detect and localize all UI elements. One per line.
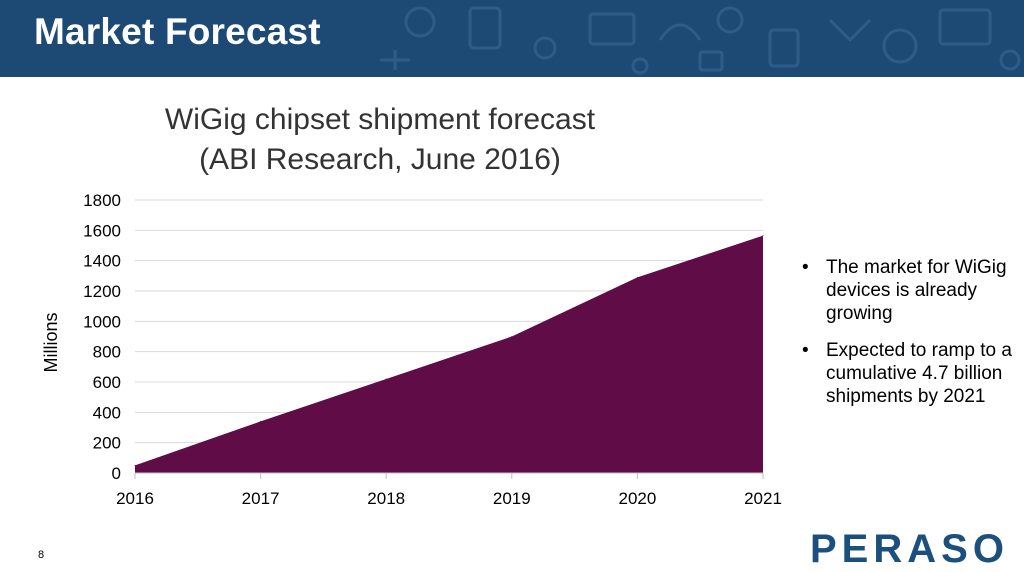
x-tick-label: 2020 (618, 489, 656, 508)
data-point (260, 420, 262, 422)
chart-title: WiGig chipset shipment forecast (ABI Res… (150, 100, 610, 180)
x-tick-label: 2018 (367, 489, 405, 508)
y-tick-label: 1000 (83, 312, 121, 331)
data-point (511, 336, 513, 337)
x-tick-label: 2019 (493, 489, 531, 508)
y-tick-label: 200 (93, 434, 121, 453)
bullet-item: Expected to ramp to a cumulative 4.7 bil… (798, 339, 1013, 408)
y-tick-label: 1800 (83, 191, 121, 210)
header-banner: Market Forecast (0, 0, 1024, 77)
y-tick-label: 1200 (83, 282, 121, 301)
data-point (762, 235, 764, 237)
data-point (636, 276, 638, 278)
header-icon-pattern (380, 6, 1021, 75)
x-tick-label: 2017 (242, 489, 280, 508)
slide-title: Market Forecast (34, 11, 321, 52)
page-number: 8 (38, 549, 45, 561)
x-tick-label: 2016 (116, 489, 154, 508)
x-tick-label: 2021 (744, 489, 782, 508)
y-tick-label: 600 (93, 373, 121, 392)
y-tick-label: 0 (112, 464, 121, 483)
data-point (385, 378, 387, 380)
y-tick-label: 800 (93, 343, 121, 362)
area-series (135, 235, 763, 473)
bullet-list: The market for WiGig devices is already … (798, 256, 1013, 422)
bullet-item: The market for WiGig devices is already … (798, 256, 1013, 325)
chart-title-line-1: WiGig chipset shipment forecast (164, 103, 596, 136)
data-point (134, 464, 136, 466)
chart-title-line-2: (ABI Research, June 2016) (199, 143, 561, 176)
y-tick-label: 1600 (83, 221, 121, 240)
y-tick-label: 400 (93, 403, 121, 422)
y-tick-label: 1400 (83, 252, 121, 271)
y-axis-label: Millions (41, 312, 61, 372)
company-logo: PERASO (810, 527, 1009, 571)
